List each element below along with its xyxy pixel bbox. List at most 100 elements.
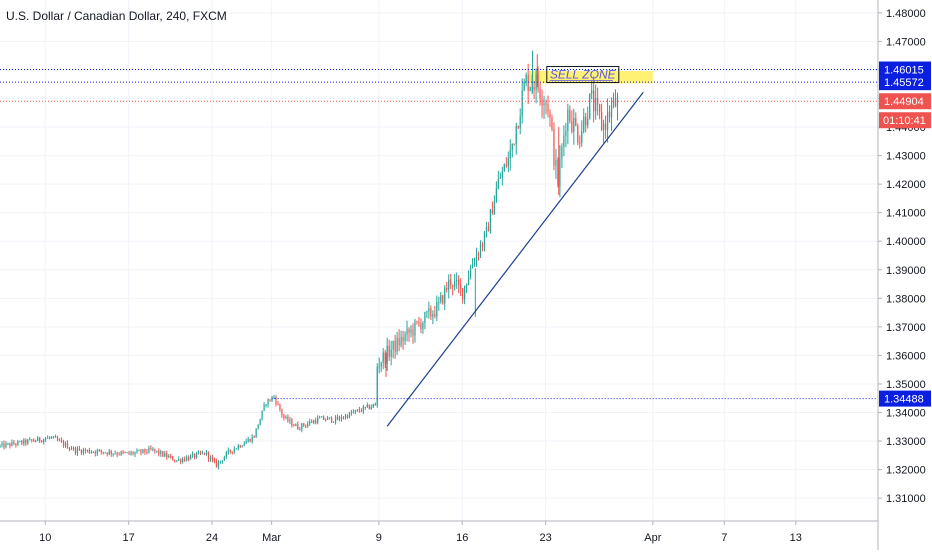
candle-body (354, 410, 357, 412)
candle-body (396, 337, 398, 352)
candle-body (15, 444, 17, 446)
candle-body (557, 159, 559, 186)
chart-title: U.S. Dollar / Canadian Dollar, 240, FXCM (6, 9, 227, 23)
candle-body (495, 188, 497, 202)
candle-body (74, 447, 77, 453)
y-tick-label: 1.41000 (886, 208, 926, 220)
x-tick-label: Apr (644, 532, 661, 544)
y-tick-label: 1.39000 (886, 265, 926, 277)
candle-body (589, 93, 591, 120)
candle-body (551, 117, 553, 129)
candle-body (76, 448, 79, 453)
candle-body (533, 87, 535, 90)
candle-body (70, 448, 73, 450)
candle-body (577, 125, 579, 143)
candle-body (336, 416, 339, 420)
candle-body (283, 415, 285, 419)
candle-body (507, 158, 509, 167)
candle-body (201, 452, 204, 454)
support-label-box (879, 390, 931, 407)
candle-body (249, 438, 251, 442)
line-layer (0, 69, 878, 427)
candle-body (604, 123, 607, 131)
candle-body (136, 450, 138, 453)
candle-body (287, 416, 289, 422)
candle-body (595, 98, 597, 112)
candle-body (261, 410, 263, 419)
candle-body (291, 419, 293, 426)
candle-body (436, 302, 438, 317)
candle-body (5, 443, 7, 448)
candle-body (573, 117, 575, 132)
candle-body (186, 457, 188, 461)
candle-body (102, 451, 104, 453)
candle-body (180, 459, 182, 462)
y-tick-label: 1.48000 (886, 8, 926, 20)
candle-body (223, 457, 225, 461)
candle-body (325, 419, 327, 421)
candle-body (362, 406, 364, 412)
candle-body (158, 450, 160, 455)
candle-body (100, 449, 102, 452)
y-tick-label: 1.34000 (886, 408, 926, 420)
candle-body (58, 440, 61, 442)
candle-body (237, 445, 239, 449)
countdown-label-box (879, 112, 931, 129)
candle-body (172, 456, 174, 461)
candle-body (64, 443, 67, 446)
candle-body (328, 417, 331, 419)
candle-body (456, 280, 458, 282)
candle-body (0, 445, 1, 447)
candle-body (509, 149, 511, 159)
candle-body (481, 244, 484, 247)
candle-body (541, 99, 543, 106)
candle-body (275, 396, 277, 404)
candle-body (3, 443, 5, 448)
candle-body (547, 103, 549, 113)
candle-body (178, 459, 180, 461)
candle-body (326, 417, 329, 420)
candle-body (98, 449, 100, 451)
candle-body (313, 420, 315, 423)
candle-layer (0, 50, 619, 470)
candle-body (446, 287, 448, 291)
candle-body (463, 285, 466, 300)
current-price-label: 1.44904 (884, 96, 924, 108)
candle-body (62, 441, 65, 446)
candle-body (515, 125, 517, 145)
y-tick-label: 1.36000 (886, 350, 926, 362)
candle-body (422, 322, 424, 330)
candle-body (410, 329, 412, 333)
candle-body (124, 452, 126, 454)
candle-body (315, 420, 317, 423)
x-tick-label: 13 (790, 532, 802, 544)
candle-body (473, 262, 476, 265)
y-tick-label: 1.38000 (886, 293, 926, 305)
candle-body (416, 321, 418, 323)
candle-body (45, 438, 47, 440)
y-tick-label: 1.32000 (886, 465, 926, 477)
sell-zone-label-box (546, 66, 620, 84)
x-tick-label: 23 (539, 532, 551, 544)
candle-body (450, 279, 452, 285)
candle-body (444, 287, 446, 304)
candle-body (27, 439, 29, 444)
support-label: 1.34488 (884, 394, 924, 406)
candle-body (424, 312, 426, 323)
candle-body (487, 226, 490, 232)
candle-body (170, 456, 172, 458)
candle-body (132, 452, 134, 455)
candle-body (174, 460, 176, 462)
candle-body (269, 399, 271, 401)
candle-body (267, 399, 269, 405)
candle-body (332, 421, 335, 423)
candle-body (219, 460, 222, 462)
candle-body (51, 436, 53, 438)
candle-body (17, 441, 19, 445)
candle-body (368, 404, 370, 409)
candle-body (19, 441, 21, 443)
candle-body (39, 437, 41, 441)
current-price-label-box (879, 93, 931, 110)
trendline (386, 91, 644, 427)
